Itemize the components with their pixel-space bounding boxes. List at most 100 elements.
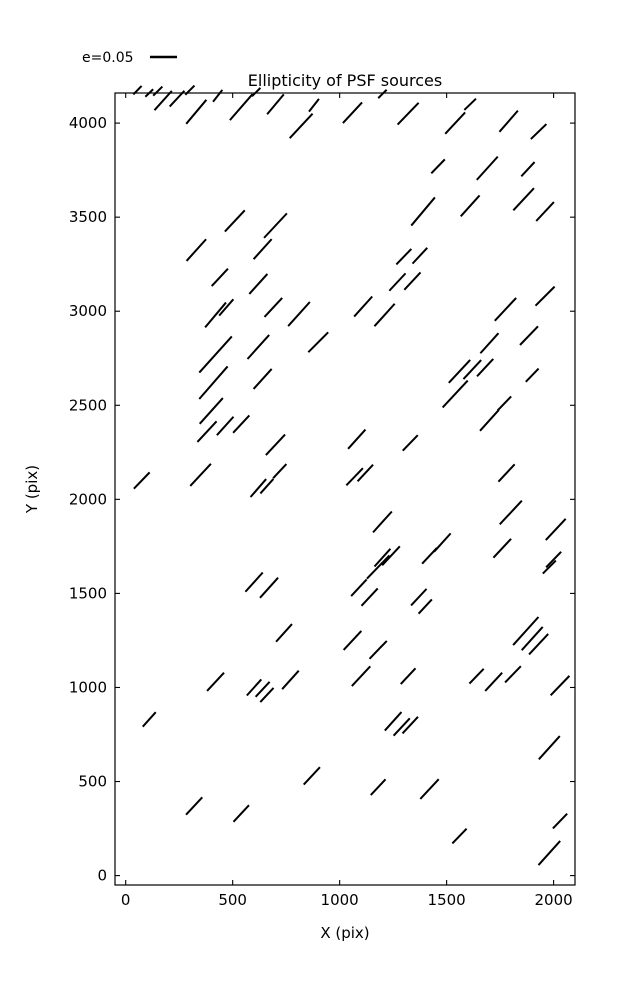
whisker-mark [468, 668, 485, 685]
whisker-mark [462, 359, 482, 380]
whisker-mark [275, 623, 293, 643]
whisker-mark [263, 212, 288, 239]
x-tick-label: 2000 [535, 891, 573, 909]
whisker-mark [252, 368, 273, 390]
whisker-mark [496, 395, 512, 412]
whisker-mark [350, 578, 368, 597]
whisker-mark [266, 93, 285, 115]
whisker-mark [519, 325, 539, 346]
whisker-mark [216, 416, 235, 436]
whisker-mark [370, 778, 387, 796]
whisker-mark [534, 285, 556, 307]
whisker-mark [232, 414, 251, 434]
whisker-mark [504, 665, 522, 684]
y-tick-label: 1000 [69, 678, 107, 696]
x-axis-ticks: 0 500 1000 1500 2000 [121, 93, 573, 909]
whisker-mark [373, 548, 392, 568]
whisker-mark [133, 471, 151, 490]
whisker-mark [441, 379, 469, 409]
whisker-mark [384, 711, 403, 732]
x-tick-label: 500 [218, 891, 247, 909]
whisker-mark [530, 123, 548, 140]
whisker-mark [388, 272, 407, 292]
whisker-mark [460, 194, 481, 217]
whisker-mark [411, 247, 428, 265]
whisker-mark [281, 670, 300, 690]
whisker-mark [528, 633, 549, 656]
whisker-mark [342, 630, 363, 651]
whisker-mark [288, 112, 314, 139]
whisker-mark [537, 840, 561, 866]
whisker-mark [372, 510, 393, 534]
whisker-mark [185, 238, 207, 262]
whisker-mark [512, 187, 535, 212]
whisker-mark [303, 766, 321, 786]
whisker-mark [259, 478, 275, 495]
whisker-mark [381, 545, 401, 566]
whisker-mark [451, 828, 468, 845]
whisker-mark [185, 99, 208, 125]
whisker-mark [345, 467, 364, 487]
whisker-mark [229, 93, 254, 121]
y-tick-label: 500 [78, 773, 107, 791]
whisker-mark [153, 90, 173, 111]
whisker-mark [252, 238, 273, 260]
y-tick-label: 3000 [69, 302, 107, 320]
whisker-mark [259, 577, 279, 599]
whisker-field [132, 84, 571, 866]
whisker-mark [211, 267, 229, 287]
whisker-mark [392, 717, 411, 737]
whisker-mark [196, 420, 218, 443]
y-tick-label: 4000 [69, 114, 107, 132]
y-tick-label: 3500 [69, 208, 107, 226]
whisker-mark [463, 97, 477, 111]
y-tick-label: 1500 [69, 584, 107, 602]
whisker-mark [525, 367, 540, 383]
whisker-mark [265, 433, 286, 456]
whisker-mark [395, 248, 413, 266]
whisker-mark [520, 626, 544, 651]
whisker-mark [410, 588, 428, 607]
whisker-mark [141, 711, 157, 728]
y-tick-label: 2500 [69, 396, 107, 414]
whisker-mark [152, 85, 164, 97]
legend-group: e=0.05 [82, 50, 177, 66]
whisker-mark [232, 804, 250, 823]
whisker-mark [396, 102, 420, 126]
whisker-mark [206, 672, 225, 692]
whisker-mark [351, 665, 371, 687]
y-tick-label: 0 [97, 867, 107, 885]
x-axis-label: X (pix) [320, 924, 369, 942]
whisker-mark [347, 428, 367, 450]
whisker-mark [549, 675, 571, 696]
whisker-mark [366, 554, 391, 580]
whisker-mark [542, 559, 557, 575]
whisker-mark [476, 155, 499, 181]
whisker-mark [545, 518, 567, 541]
axes-frame [114, 92, 576, 886]
whisker-mark [198, 397, 224, 425]
whisker-mark [373, 303, 396, 327]
whisker-mark [552, 812, 568, 830]
whisker-mark [360, 587, 379, 607]
whisker-mark [403, 271, 422, 291]
whisker-mark [272, 463, 288, 479]
y-axis-label: Y (pix) [23, 465, 41, 514]
whisker-mark [185, 796, 203, 816]
whisker-mark [246, 678, 263, 697]
whisker-mark [545, 551, 562, 569]
y-tick-label: 2000 [69, 490, 107, 508]
whisker-mark [499, 499, 523, 526]
whisker-mark [251, 87, 262, 97]
whisker-mark [433, 532, 452, 553]
whisker-mark [224, 209, 246, 233]
whisker-mark [494, 297, 517, 322]
whisker-mark [198, 335, 233, 374]
whisker-mark [287, 301, 311, 327]
x-tick-label: 1000 [321, 891, 359, 909]
whisker-mark [246, 334, 270, 360]
whisker-mark [417, 598, 433, 615]
whisker-mark [401, 716, 419, 735]
whisker-mark [377, 89, 388, 99]
